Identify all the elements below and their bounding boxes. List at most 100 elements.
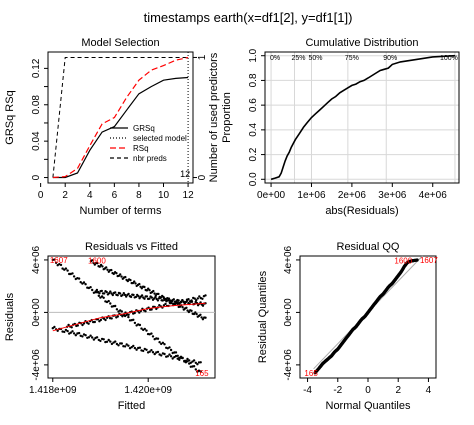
residual-point: [110, 268, 113, 272]
x-tick-label: 0: [38, 190, 44, 201]
residual-point: [198, 295, 201, 298]
residual-point: [91, 336, 94, 339]
residual-point: [163, 352, 166, 356]
residual-point: [148, 350, 151, 353]
residual-point: [193, 297, 196, 300]
residual-point: [181, 356, 184, 360]
residual-point: [100, 289, 104, 293]
residual-point: [77, 331, 81, 335]
residual-point: [115, 308, 119, 311]
residual-point: [138, 282, 141, 286]
percentile-label: 90%: [383, 55, 397, 62]
x-axis-label: abs(Residuals): [325, 205, 398, 217]
residual-point: [120, 342, 124, 345]
residual-point: [199, 361, 202, 364]
residual-point: [150, 349, 153, 352]
rsq-line: [52, 56, 189, 179]
residual-point: [66, 269, 69, 272]
x-tick-label: 8: [136, 190, 142, 201]
residual-point: [152, 289, 155, 293]
residual-point: [97, 294, 101, 297]
residual-point: [99, 339, 102, 343]
residual-point: [159, 296, 162, 299]
residual-point: [174, 354, 178, 358]
point-label: 165: [195, 369, 209, 378]
residual-point: [109, 340, 112, 343]
residual-point: [112, 272, 116, 276]
legend-label: selected model: [133, 134, 187, 143]
residual-point: [120, 275, 123, 278]
residual-point: [102, 338, 105, 341]
x-tick-label: 4: [87, 190, 93, 201]
residual-point: [91, 259, 94, 262]
residual-point: [123, 345, 127, 348]
x-tick-label: -4: [303, 385, 312, 396]
y-tick-label: 0: [31, 174, 42, 180]
residual-point: [87, 336, 91, 339]
residual-point: [105, 290, 108, 294]
panel-title: Cumulative Distribution: [305, 37, 418, 49]
y-tick-label: 0.8: [248, 73, 259, 87]
residual-point: [182, 300, 185, 303]
x-tick-label: 0e+00: [257, 190, 286, 201]
residual-point: [169, 348, 173, 352]
residual-point: [125, 343, 128, 346]
residual-point: [171, 357, 174, 360]
smooth-line: [52, 302, 206, 332]
residual-point: [168, 346, 171, 349]
residual-point: [178, 358, 181, 361]
x-tick-label: 10: [158, 190, 170, 201]
residual-point: [110, 317, 113, 320]
residual-point: [79, 281, 82, 284]
x-tick-label: 0: [365, 385, 371, 396]
residual-point: [160, 354, 163, 357]
residual-point: [164, 297, 167, 301]
plot-frame: [264, 51, 460, 184]
x-tick-label: 1.420e+09: [124, 385, 172, 396]
residual-point: [111, 293, 115, 297]
residual-point: [114, 304, 117, 308]
residual-point: [53, 325, 56, 329]
residual-point: [133, 321, 137, 325]
legend-label: RSq: [133, 144, 149, 153]
residual-point: [84, 283, 87, 286]
x-tick-label: -2: [333, 385, 342, 396]
residual-point: [190, 300, 194, 303]
residual-point: [124, 275, 127, 279]
y-tick-label: 0.04: [31, 131, 42, 151]
right-y-tick-label: 0: [197, 174, 208, 180]
residual-point: [138, 311, 141, 314]
x-tick-label: 3e+06: [378, 190, 407, 201]
percentile-label: 75%: [345, 55, 359, 62]
residual-point: [84, 334, 87, 337]
residual-point: [72, 332, 76, 335]
residual-point: [177, 299, 180, 302]
residual-point: [197, 361, 201, 364]
residual-point: [148, 297, 151, 300]
residual-point: [82, 281, 86, 284]
residual-point: [185, 306, 188, 309]
residual-point: [160, 342, 163, 346]
residual-point: [157, 292, 160, 296]
residual-point: [114, 291, 117, 294]
residual-point: [129, 295, 133, 299]
residual-point: [121, 293, 124, 297]
residual-point: [107, 338, 110, 342]
y-tick-label: 4e+06: [283, 245, 294, 274]
residual-point: [133, 311, 136, 315]
residual-point: [138, 346, 142, 349]
residual-point: [99, 318, 103, 322]
x-tick-label: 12: [183, 190, 195, 201]
residual-point: [126, 279, 129, 283]
residual-point: [195, 312, 198, 316]
residual-point: [161, 341, 165, 344]
residual-point: [72, 275, 76, 278]
residual-point: [110, 342, 114, 346]
residual-point: [204, 316, 207, 319]
residual-point: [135, 348, 138, 351]
residual-point: [168, 353, 171, 356]
residual-point: [186, 357, 189, 361]
residual-point: [96, 262, 99, 265]
x-axis-label: Fitted: [118, 400, 146, 412]
